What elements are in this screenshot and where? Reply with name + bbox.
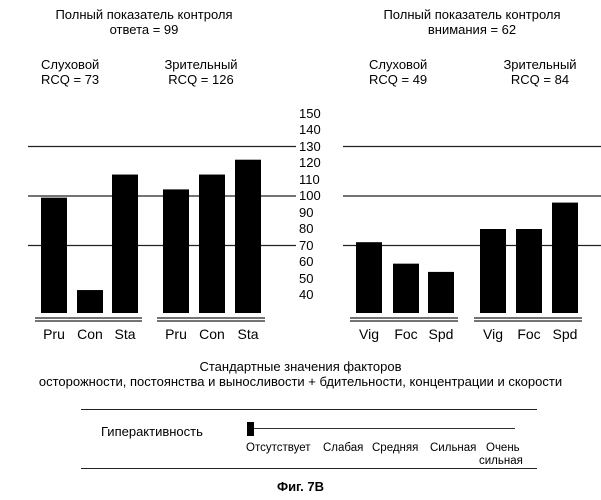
category-label: Pru <box>43 326 65 342</box>
right-group1-name: Слуховой <box>369 57 428 72</box>
bar-foc <box>393 263 419 313</box>
category-label: Foc <box>394 326 418 342</box>
left-group2-score: RCQ = 126 <box>168 72 234 87</box>
bar-spd <box>428 271 454 313</box>
bar-pru <box>163 189 189 313</box>
right-group2-name: Зрительный <box>503 57 577 72</box>
hyperactivity-level-2: Средняя <box>372 442 419 454</box>
category-label: Vig <box>483 326 503 342</box>
y-tick-label: 110 <box>299 171 320 187</box>
figure-caption: Фиг. 7B <box>276 479 325 494</box>
y-tick-label: 150 <box>299 105 321 121</box>
bar-sta <box>112 174 138 313</box>
bar-con <box>77 290 103 313</box>
hyperactivity-level-4: Очень <box>486 442 520 454</box>
y-tick-label: 40 <box>299 287 314 302</box>
hyperactivity-scale-line <box>250 428 515 429</box>
y-tick-label: 90 <box>299 204 314 220</box>
category-label: Spd <box>428 326 454 342</box>
hyperactivity-box <box>81 409 537 469</box>
y-tick-label: 140 <box>299 122 321 137</box>
left-chart-title-line2: ответа = 99 <box>109 22 179 37</box>
category-label: Con <box>77 326 103 342</box>
category-label: Foc <box>517 326 541 342</box>
xlabel-line1: Стандартные значения факторов <box>199 359 402 374</box>
left-group1-name: Слуховой <box>41 57 100 72</box>
category-label: Pru <box>165 326 187 342</box>
bar-spd <box>552 202 578 313</box>
bar-vig <box>480 229 506 313</box>
y-tick-label: 120 <box>299 155 321 170</box>
category-label: Sta <box>237 326 259 342</box>
left-chart-title-line1: Полный показатель контроля <box>55 7 233 22</box>
category-label: Spd <box>552 326 578 342</box>
right-chart-title-line2: внимания = 62 <box>427 22 517 37</box>
y-tick-label: 50 <box>299 270 314 286</box>
y-tick-label: 70 <box>299 237 314 253</box>
bar-con <box>199 174 225 313</box>
hyperactivity-label: Гиперактивность <box>101 424 203 439</box>
bar-vig <box>356 242 382 313</box>
bar-foc <box>516 229 542 313</box>
left-group2-name: Зрительный <box>164 57 238 72</box>
hyperactivity-level-1: Слабая <box>323 442 364 454</box>
xlabel-line2: осторожности, постоянства и выносливости… <box>38 374 563 389</box>
left-group1-score: RCQ = 73 <box>41 72 100 87</box>
hyperactivity-level-4-line2: сильная <box>479 455 523 467</box>
hyperactivity-level-3: Сильная <box>430 442 477 454</box>
y-tick-label: 100 <box>299 188 321 203</box>
right-group1-score: RCQ = 49 <box>369 72 428 87</box>
y-tick-label: 60 <box>299 254 314 269</box>
y-tick-label: 130 <box>299 138 321 154</box>
hyperactivity-marker <box>247 422 254 436</box>
bar-sta <box>235 159 261 313</box>
y-tick-label: 80 <box>299 221 314 236</box>
category-label: Vig <box>359 326 379 342</box>
bar-pru <box>41 197 67 313</box>
category-label: Sta <box>114 326 136 342</box>
right-group2-score: RCQ = 84 <box>510 72 570 87</box>
category-label: Con <box>199 326 225 342</box>
right-chart-title-line1: Полный показатель контроля <box>383 7 561 22</box>
hyperactivity-level-0: Отсутствует <box>246 442 311 454</box>
